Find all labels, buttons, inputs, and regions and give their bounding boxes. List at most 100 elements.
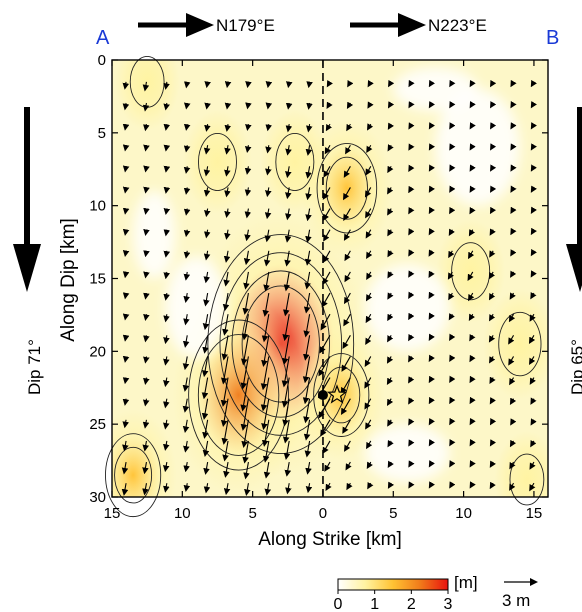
dip-arrow-left-icon: [13, 107, 41, 292]
slip-vector: [510, 79, 517, 88]
slip-vector: [163, 292, 170, 301]
slip-vector: [468, 313, 475, 322]
slip-vector: [201, 356, 209, 378]
slip-vector: [326, 80, 333, 88]
slip-vector: [408, 481, 415, 489]
slip-vector: [365, 166, 372, 176]
slip-vector: [162, 440, 170, 451]
slip-vector: [428, 79, 436, 88]
slip-vector: [324, 461, 331, 472]
slip-vector: [220, 398, 229, 427]
low-slip-area: [435, 89, 520, 206]
slip-vector: [183, 187, 191, 195]
slip-vector: [283, 271, 291, 292]
slip-vector: [324, 144, 331, 155]
slip-vector: [222, 292, 230, 311]
slip-vector: [365, 419, 372, 430]
hypocenter-star-icon: [326, 384, 348, 404]
slip-vector: [223, 250, 231, 263]
slip-vector: [322, 187, 331, 200]
slip-vector: [304, 271, 311, 290]
slip-vector: [530, 122, 537, 130]
slip-vector: [163, 186, 171, 194]
slip-contours: [105, 55, 545, 518]
slip-vector: [240, 398, 249, 431]
slip-vector: [281, 377, 290, 408]
slip-vector: [121, 461, 129, 475]
y-tick-label: 30: [89, 489, 106, 506]
slip-vector: [428, 396, 435, 405]
y-tick-label: 10: [89, 198, 106, 215]
slip-vector: [220, 377, 229, 407]
slip-vector: [163, 144, 171, 152]
slip-vector: [163, 335, 170, 345]
slip-vector: [489, 481, 496, 490]
slip-vector: [489, 397, 496, 405]
slip-vector: [469, 354, 476, 363]
slip-vector: [510, 101, 517, 109]
slip-vector: [143, 356, 150, 364]
slip-vector: [448, 250, 455, 259]
slip-vector: [510, 164, 517, 172]
slip-vector: [122, 249, 130, 258]
slip-vector: [509, 397, 517, 405]
slip-vector: [326, 101, 333, 109]
slip-vector: [122, 334, 130, 342]
slip-vector: [510, 418, 517, 426]
slip-vector: [343, 187, 351, 201]
slip-vector: [183, 102, 191, 110]
colorbar-gradient: [337, 578, 449, 591]
slip-vector: [243, 250, 251, 266]
slip-vector: [428, 122, 435, 130]
slip-vector: [387, 439, 394, 448]
slip-vector: [408, 101, 415, 109]
slip-vector: [344, 292, 351, 305]
slip-vector: [244, 166, 252, 175]
slip-vector: [319, 335, 331, 354]
slip-vector: [263, 461, 271, 479]
slip-vector: [364, 356, 372, 367]
slip-vector: [322, 271, 331, 285]
slip-vector: [183, 314, 190, 326]
slip-vector: [387, 313, 394, 322]
slip-vector: [203, 271, 211, 284]
slip-vector: [387, 101, 395, 109]
colorbar-tick-label: 1: [370, 596, 379, 612]
slip-contour: [498, 311, 542, 377]
slip-vector: [469, 333, 476, 342]
slip-vector: [428, 312, 435, 320]
slip-vector: [510, 227, 517, 236]
x-axis-label: Along Strike [km]: [258, 529, 402, 550]
slip-contour: [105, 433, 162, 518]
low-slip-area: [133, 191, 176, 279]
slip-contour: [231, 270, 330, 418]
slip-vector: [387, 229, 394, 237]
colorbar-tick-label: 2: [407, 596, 416, 612]
slip-vector: [183, 81, 191, 89]
slip-vector: [183, 145, 191, 153]
slip-vector: [408, 333, 415, 342]
slip-vector: [449, 79, 456, 88]
slip-vector: [366, 144, 373, 154]
slip-vector: [469, 122, 476, 130]
slip-vector: [408, 312, 415, 321]
slip-vector: [264, 483, 272, 496]
slip-vector: [469, 143, 476, 151]
slip-vector: [142, 461, 149, 475]
slip-vector: [387, 208, 394, 216]
slip-contour: [316, 142, 378, 234]
slip-vector: [261, 398, 270, 431]
slip-vector: [122, 292, 130, 300]
slip-vector: [245, 123, 252, 132]
slip-vector: [530, 248, 537, 257]
slip-vector: [449, 206, 456, 215]
colorbar-unit: [m]: [454, 573, 478, 592]
slip-vector: [510, 249, 517, 257]
slip-vector: [428, 270, 435, 278]
slip-vector: [323, 166, 331, 178]
slip-vector: [143, 165, 150, 173]
scale-arrow-icon: [504, 578, 538, 586]
slip-vector: [282, 314, 290, 342]
slip-vector: [323, 229, 331, 242]
slip-vector: [244, 187, 252, 197]
